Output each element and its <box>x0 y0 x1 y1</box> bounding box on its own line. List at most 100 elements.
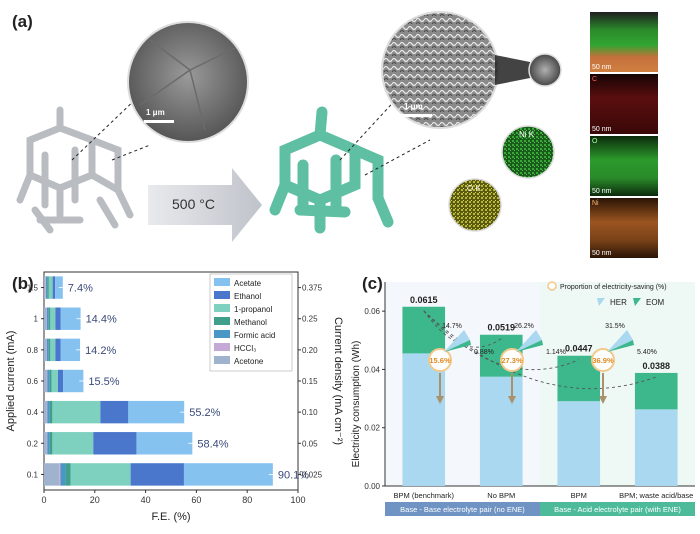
saving-connector <box>423 310 502 348</box>
callout-arrowhead <box>599 396 607 404</box>
bar-segment <box>46 307 49 330</box>
bar-segment <box>45 276 47 299</box>
bar-segment <box>44 432 47 455</box>
eds-map-o <box>448 178 502 232</box>
process-arrow <box>148 168 262 242</box>
bar-segment <box>44 338 47 362</box>
saving-circle <box>428 348 452 372</box>
y-axis-label: Applied current (mA) <box>5 331 17 432</box>
legend-saving-marker <box>547 281 557 291</box>
legend-label: 1-propanol <box>234 305 272 314</box>
bar-segment <box>44 307 47 330</box>
legend-swatch <box>214 317 230 325</box>
y-tick-label: 0.1 <box>27 470 39 479</box>
saving-connector <box>423 310 579 371</box>
bar-segment <box>44 369 47 393</box>
saving-percent: 36.9% <box>592 356 614 365</box>
bar-segment <box>60 307 81 330</box>
legend-eom-swatch <box>633 298 641 306</box>
x-category-label: BPM; waste acid/base <box>619 491 693 500</box>
legend-label: Acetone <box>234 357 264 366</box>
saving-circle <box>591 348 615 372</box>
legend-swatch <box>214 304 230 312</box>
eom-percent: 1.14% <box>546 349 566 356</box>
bar-segment <box>51 369 58 393</box>
x-tick-label: 100 <box>290 495 305 505</box>
bar-segment <box>402 353 446 486</box>
bar-segment <box>46 276 48 299</box>
total-fe-label: 14.4% <box>86 314 117 326</box>
bar-segment <box>46 338 49 362</box>
bar-segment <box>65 463 71 486</box>
bar-segment <box>49 400 53 424</box>
group-label-right: Base - Acid electrolyte pair (with ENE) <box>554 505 681 514</box>
bar-segment <box>46 369 48 393</box>
bar-total-label: 0.0447 <box>565 344 593 354</box>
green-lattice <box>269 106 394 234</box>
total-fe-label: 58.4% <box>197 438 228 450</box>
eds-strip-c: C 50 nm <box>590 74 658 134</box>
total-fe-label: 14.2% <box>85 345 116 357</box>
bar-segment <box>128 400 185 424</box>
bar-segment <box>47 400 50 424</box>
right-tick-label: 0.20 <box>302 346 318 355</box>
total-fe-label: 15.5% <box>88 376 119 388</box>
bar-segment <box>557 401 601 486</box>
eom-percent: 5.40% <box>637 349 657 356</box>
saving-percent: 15.6% <box>429 356 451 365</box>
group-label-left: Base - Base electrolyte pair (no ENE) <box>400 505 525 514</box>
bar-segment <box>479 376 523 486</box>
bar-segment <box>183 463 273 486</box>
her-wedge <box>444 330 470 352</box>
right-tick-label: 0.15 <box>302 377 318 386</box>
x-tick-label: 20 <box>90 495 100 505</box>
bar-total-label: 0.0615 <box>410 295 438 305</box>
bar-segment <box>48 276 53 299</box>
y-tick-label: 0.8 <box>27 346 39 355</box>
y-tick-label: 0.06 <box>364 307 380 316</box>
bar-segment <box>48 307 51 330</box>
panel-a-figure <box>16 11 562 242</box>
her-percent: 14.7% <box>442 323 462 330</box>
bar-segment <box>46 338 47 362</box>
legend-label: Acetate <box>234 279 262 288</box>
eom-wedge <box>516 340 543 352</box>
bar-segment <box>48 338 51 362</box>
legend-eom-label: EOM <box>646 298 665 307</box>
bar-segment <box>136 432 193 455</box>
sem-image-left <box>127 21 249 143</box>
x-tick-label: 40 <box>141 495 151 505</box>
bar-segment <box>63 369 84 393</box>
sem-right-scale: 1 μm <box>404 102 423 111</box>
bar-segment <box>49 432 53 455</box>
total-fe-label: 7.4% <box>68 283 93 295</box>
bar-segment <box>55 338 61 362</box>
x-category-label: BPM (benchmark) <box>394 491 455 500</box>
bar-segment <box>60 463 66 486</box>
x-tick-label: 80 <box>242 495 252 505</box>
saving-percent: 27.3% <box>501 356 523 365</box>
eom-percent: 0.88% <box>474 349 494 356</box>
bar-segment <box>634 372 678 410</box>
saving-connector <box>423 310 657 390</box>
right-tick-label: 0.25 <box>302 315 318 324</box>
eds-strip-o: O 50 nm <box>590 136 658 196</box>
legend-swatch <box>214 356 230 364</box>
y-tick-label: 0.00 <box>364 482 380 491</box>
bar-segment <box>52 276 56 299</box>
total-fe-label: 90.1% <box>278 469 309 481</box>
bar-segment <box>70 463 131 486</box>
legend-swatch <box>214 291 230 299</box>
map-o-label: O K <box>467 184 481 193</box>
eom-wedge <box>444 340 471 352</box>
bar-segment <box>52 432 94 455</box>
y-tick-label: 0.02 <box>364 424 380 433</box>
bar-segment <box>46 400 48 424</box>
bar-segment <box>44 400 47 424</box>
x-tick-label: 60 <box>191 495 201 505</box>
y-tick-label: 0.2 <box>27 439 39 448</box>
grey-lattice <box>16 106 134 234</box>
y-tick-label: 0.04 <box>364 365 380 374</box>
bar-segment <box>50 338 56 362</box>
